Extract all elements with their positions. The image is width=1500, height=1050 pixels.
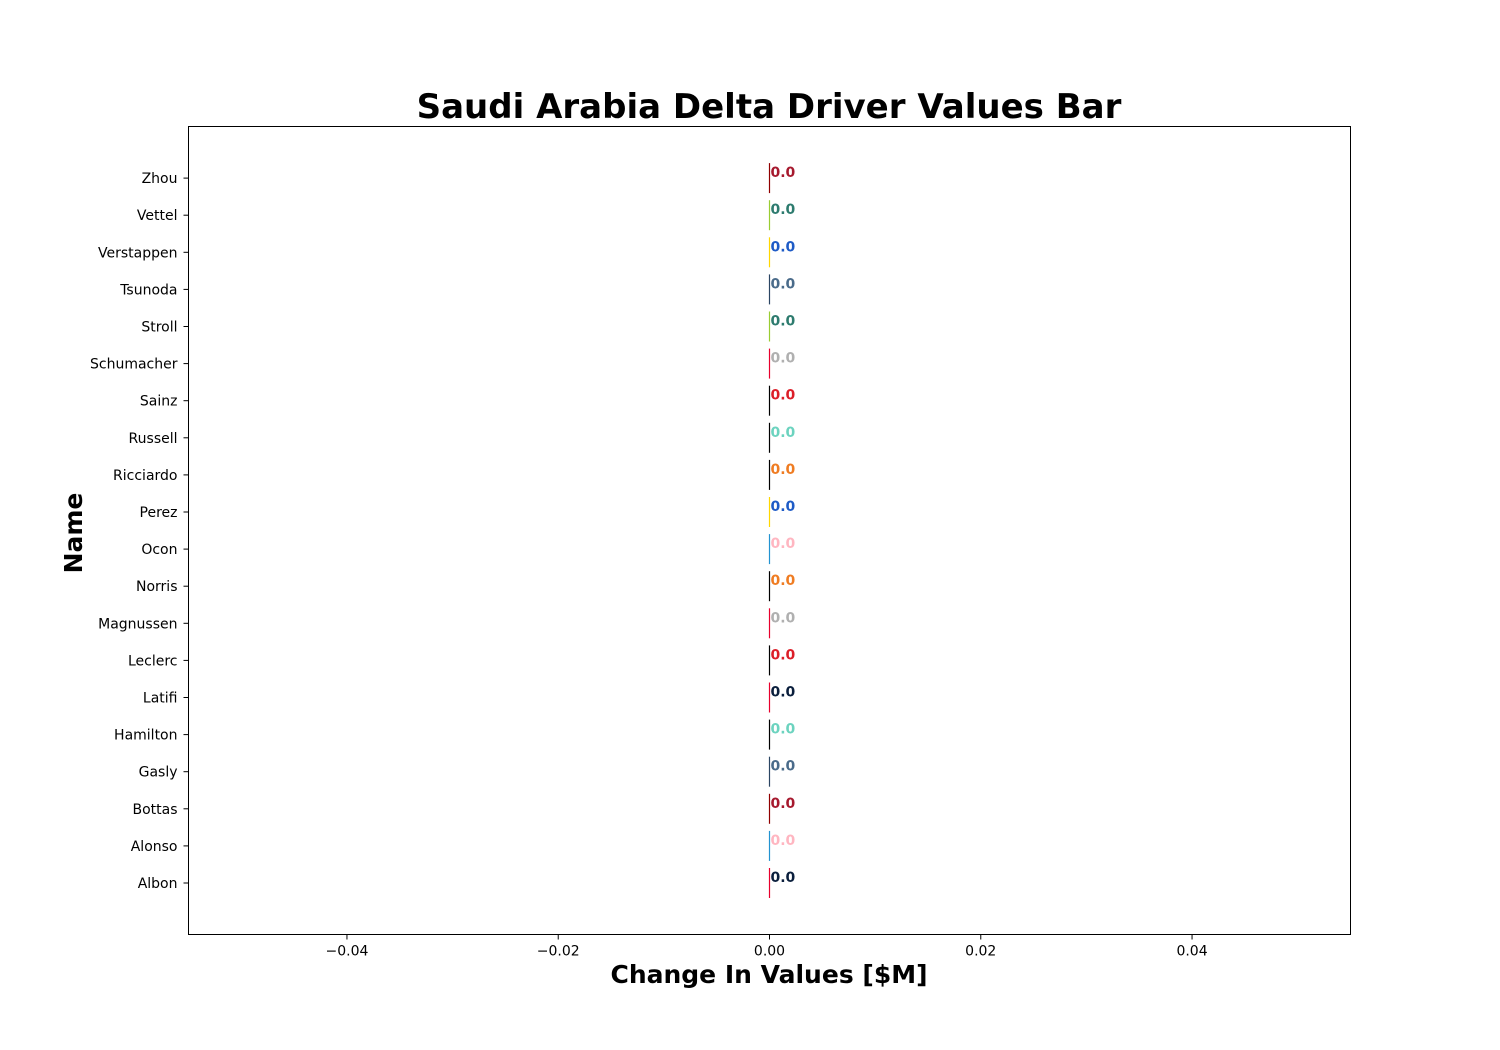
y-axis-label: Name	[59, 493, 88, 574]
y-tick-label-magnussen: Magnussen	[98, 616, 177, 632]
value-label-schumacher: 0.0	[771, 351, 796, 367]
x-tick-label: 0.04	[1176, 944, 1207, 960]
y-tick-label-vettel: Vettel	[137, 208, 178, 224]
value-label-albon: 0.0	[771, 870, 796, 886]
value-label-sainz: 0.0	[771, 388, 796, 404]
y-tick-label-bottas: Bottas	[132, 802, 177, 818]
value-label-leclerc: 0.0	[771, 647, 796, 663]
value-label-perez: 0.0	[771, 499, 796, 515]
y-tick-label-hamilton: Hamilton	[114, 728, 177, 744]
y-tick-label-alonso: Alonso	[131, 839, 178, 855]
y-tick-label-ricciardo: Ricciardo	[113, 468, 177, 484]
y-tick-label-zhou: Zhou	[142, 171, 178, 187]
value-label-alonso: 0.0	[771, 833, 796, 849]
y-tick-label-albon: Albon	[138, 876, 178, 892]
value-label-verstappen: 0.0	[771, 239, 796, 255]
x-tick-label: −0.04	[326, 944, 369, 960]
value-label-stroll: 0.0	[771, 314, 796, 330]
y-tick-label-russell: Russell	[129, 431, 178, 447]
y-tick-label-schumacher: Schumacher	[90, 357, 178, 373]
y-tick-label-tsunoda: Tsunoda	[119, 282, 177, 298]
value-label-ocon: 0.0	[771, 536, 796, 552]
y-tick-label-verstappen: Verstappen	[98, 245, 177, 261]
x-axis-label: Change In Values [$M]	[610, 960, 927, 989]
x-tick-label: 0.02	[965, 944, 996, 960]
x-tick-label: 0.00	[754, 944, 785, 960]
x-axis-ticks: −0.04 −0.02 0.00 0.02 0.04	[326, 934, 1208, 960]
value-label-magnussen: 0.0	[771, 610, 796, 626]
value-labels: 0.0 0.0 0.0 0.0 0.0 0.0 0.0 0.0 0.0 0.0 0.0 0.0 0.0 0…	[771, 165, 796, 886]
y-tick-label-latifi: Latifi	[143, 691, 178, 707]
value-label-ricciardo: 0.0	[771, 462, 796, 478]
value-label-gasly: 0.0	[771, 759, 796, 775]
y-tick-label-leclerc: Leclerc	[128, 653, 178, 669]
value-label-hamilton: 0.0	[771, 722, 796, 738]
value-label-bottas: 0.0	[771, 796, 796, 812]
y-axis-ticks: Albon Alonso Bottas Gasly Hamilton Latifi Lecl…	[90, 171, 189, 892]
y-tick-label-ocon: Ocon	[141, 542, 177, 558]
y-tick-label-stroll: Stroll	[141, 320, 177, 336]
y-tick-label-perez: Perez	[140, 505, 178, 521]
value-label-latifi: 0.0	[771, 685, 796, 701]
chart-title: Saudi Arabia Delta Driver Values Bar	[417, 87, 1122, 127]
y-tick-label-norris: Norris	[136, 579, 178, 595]
value-label-vettel: 0.0	[771, 202, 796, 218]
x-tick-label: −0.02	[537, 944, 580, 960]
value-label-norris: 0.0	[771, 573, 796, 589]
value-label-russell: 0.0	[771, 425, 796, 441]
value-label-zhou: 0.0	[771, 165, 796, 181]
value-label-tsunoda: 0.0	[771, 276, 796, 292]
y-tick-label-gasly: Gasly	[139, 765, 178, 781]
y-tick-label-sainz: Sainz	[140, 394, 178, 410]
